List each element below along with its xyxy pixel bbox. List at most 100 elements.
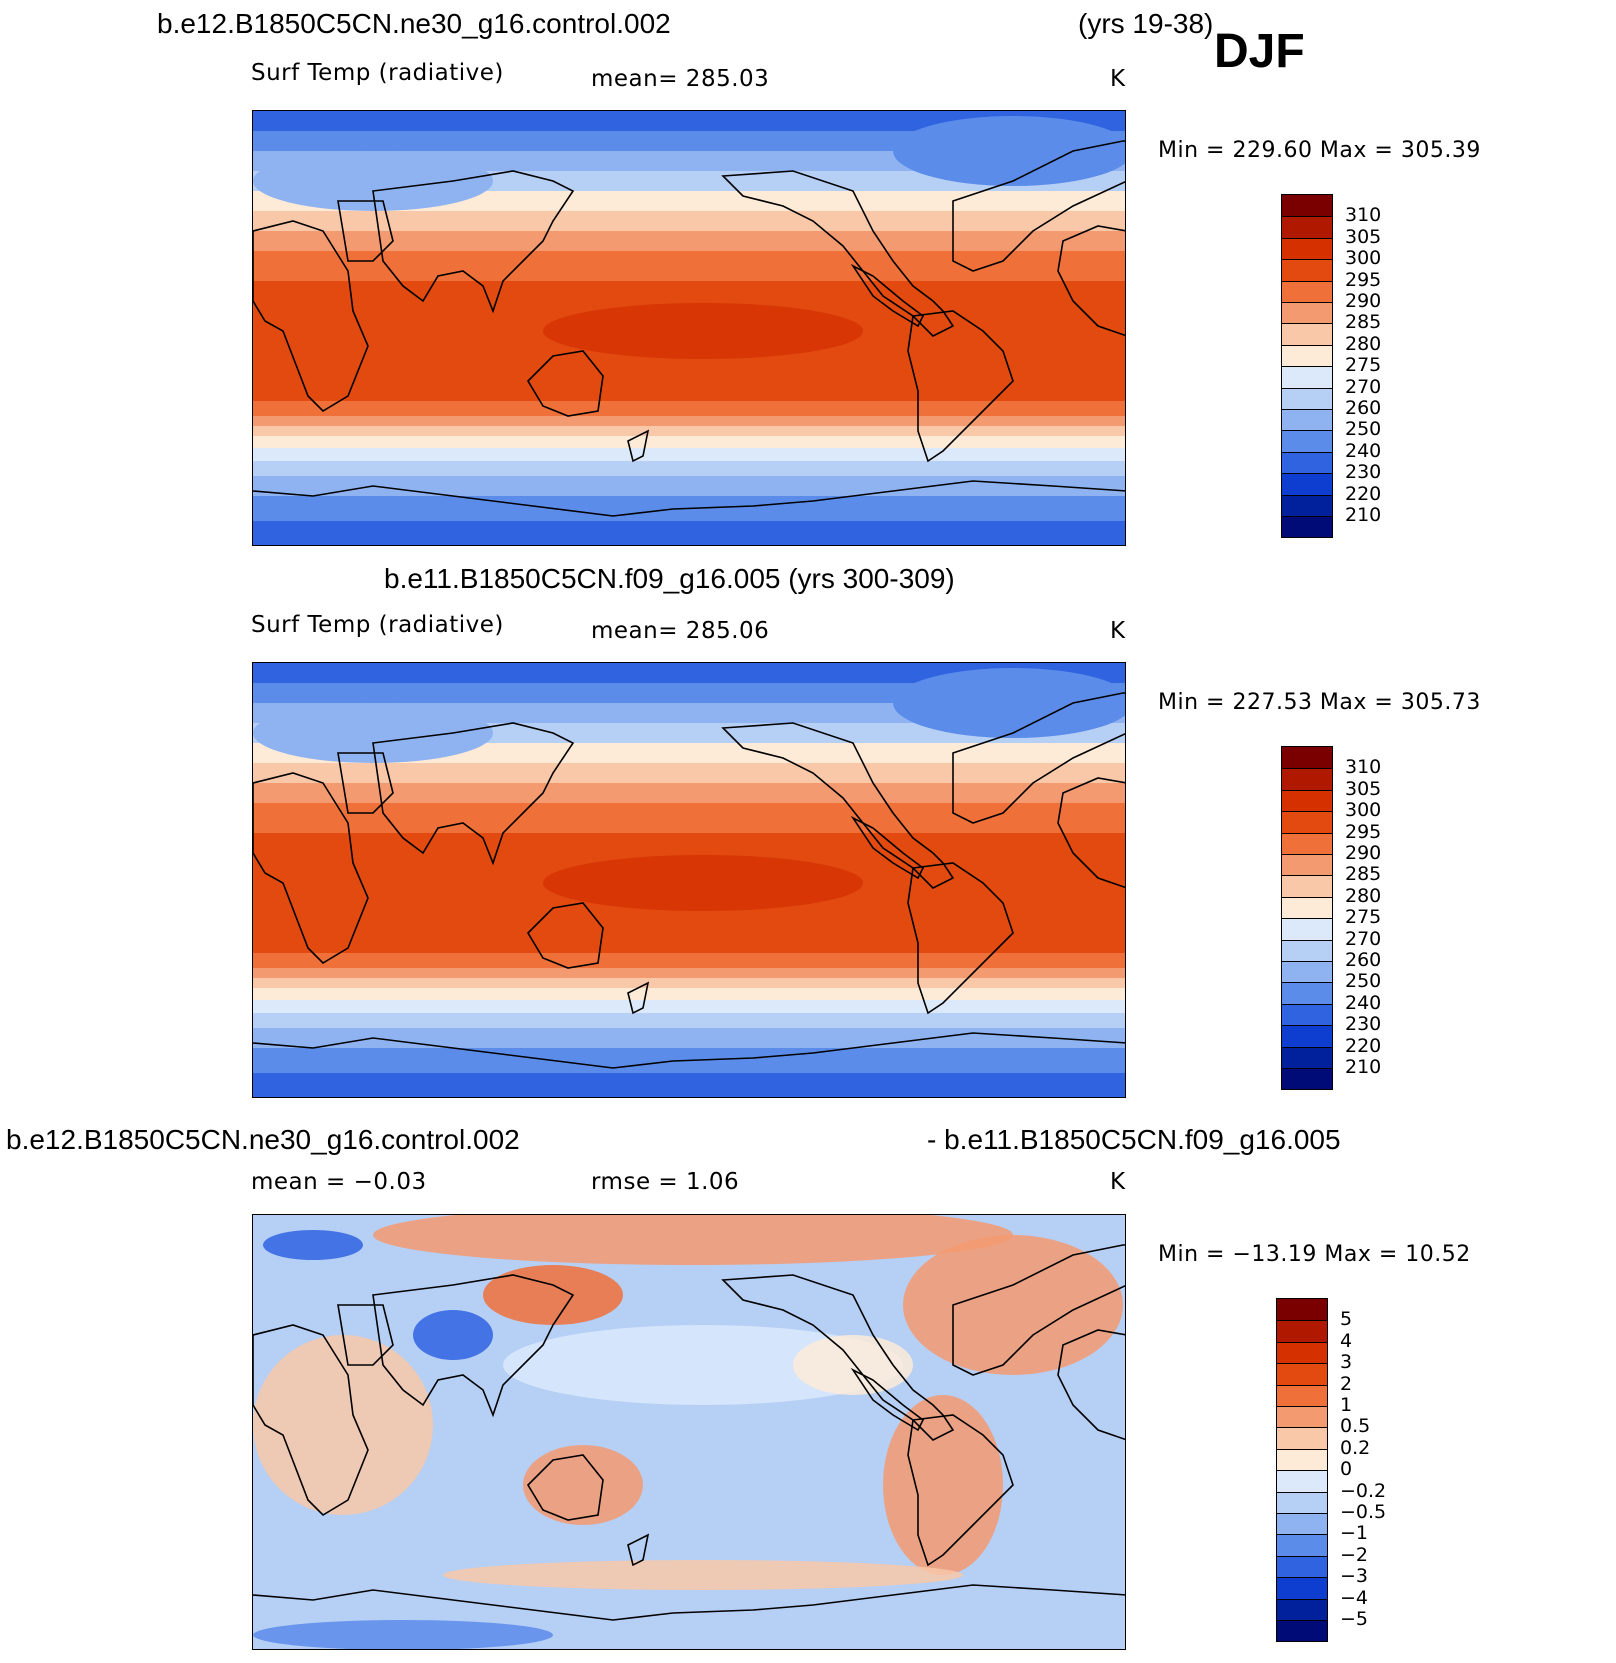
panel1-years: (yrs 19-38) <box>1078 8 1214 39</box>
temperature-band <box>253 803 1125 833</box>
colorbar-swatch <box>1282 832 1332 854</box>
colorbar-swatch <box>1282 1003 1332 1026</box>
colorbar-label: 300 <box>1345 799 1382 822</box>
coastline <box>952 692 1125 824</box>
colorbar-swatch <box>1282 344 1332 367</box>
difference-anomaly <box>253 1620 553 1649</box>
panel2-map-plot <box>253 663 1125 1097</box>
colorbar-swatch <box>1282 1068 1332 1090</box>
colorbar-swatch <box>1282 961 1332 983</box>
cold-region <box>253 703 493 763</box>
panel3-mean: mean = −0.03 <box>251 1169 427 1195</box>
colorbar-swatch <box>1282 494 1332 516</box>
difference-anomaly <box>503 1325 903 1405</box>
temperature-band <box>253 461 1125 476</box>
coastline <box>952 140 1125 272</box>
colorbar-label: 220 <box>1345 1034 1382 1057</box>
colorbar-swatch <box>1282 768 1332 790</box>
colorbar-swatch <box>1277 1448 1327 1471</box>
temperature-band <box>253 211 1125 231</box>
coastline <box>372 722 575 866</box>
temperature-band <box>253 663 1125 683</box>
coastline <box>721 1274 955 1441</box>
difference-anomaly <box>793 1335 913 1395</box>
colorbar-label: 240 <box>1345 991 1382 1014</box>
colorbar-label: −0.5 <box>1340 1501 1387 1523</box>
warm-pool <box>543 303 863 359</box>
coastline <box>907 1414 1014 1567</box>
colorbar-label: 290 <box>1345 842 1382 864</box>
colorbar-label: 260 <box>1345 397 1382 419</box>
coastline <box>253 1032 1125 1069</box>
colorbar-swatch <box>1277 1555 1327 1578</box>
coastline <box>627 981 650 1015</box>
colorbar-swatch <box>1282 302 1332 324</box>
coastline <box>850 1367 925 1432</box>
colorbar-label: −5 <box>1340 1608 1369 1630</box>
temperature-band <box>253 231 1125 251</box>
colorbar-label: 280 <box>1345 332 1382 355</box>
temperature-band <box>253 521 1125 545</box>
colorbar-label: 250 <box>1345 970 1382 993</box>
temperature-band <box>253 1073 1125 1097</box>
cold-region <box>893 116 1125 186</box>
colorbar-swatch <box>1277 1406 1327 1428</box>
panel1-variable: Surf Temp (radiative) <box>251 60 504 86</box>
colorbar-label: 4 <box>1340 1329 1353 1352</box>
colorbar-swatch <box>1282 982 1332 1004</box>
colorbar-swatch <box>1282 195 1332 217</box>
difference-anomaly <box>523 1445 643 1525</box>
colorbar-label: 240 <box>1345 439 1382 462</box>
colorbar-label: 210 <box>1345 504 1382 526</box>
colorbar-swatch <box>1282 1025 1332 1047</box>
colorbar-label: 230 <box>1345 1013 1382 1036</box>
coastline <box>253 772 369 965</box>
panel1-map <box>252 110 1126 546</box>
coastline <box>907 310 1014 463</box>
coastline <box>253 1584 1125 1621</box>
colorbar-swatch <box>1277 1341 1327 1364</box>
colorbar-swatch <box>1282 280 1332 302</box>
panel2-minmax: Min = 227.53 Max = 305.73 <box>1158 690 1481 715</box>
coastline <box>253 480 1125 517</box>
temperature-band <box>253 416 1125 426</box>
colorbar-swatch <box>1282 216 1332 238</box>
panel3-units: K <box>1110 1169 1126 1195</box>
colorbar-label: 3 <box>1340 1351 1353 1374</box>
panel2-title: b.e11.B1850C5CN.f09_g16.005 (yrs 300-309… <box>384 563 955 594</box>
colorbar-swatch <box>1282 789 1332 812</box>
colorbar-label: 305 <box>1345 225 1382 248</box>
colorbar-swatch <box>1282 811 1332 833</box>
temperature-band <box>253 251 1125 281</box>
panel3-rmse: rmse = 1.06 <box>591 1169 740 1195</box>
colorbar-label: 0.2 <box>1340 1436 1371 1459</box>
panel3-minmax: Min = −13.19 Max = 10.52 <box>1158 1242 1471 1267</box>
colorbar-label: 0 <box>1340 1458 1353 1481</box>
coastline <box>526 1454 604 1521</box>
temperature-band <box>253 1028 1125 1048</box>
coastline <box>337 200 394 262</box>
cold-region <box>893 668 1125 738</box>
colorbar-label: 220 <box>1345 482 1382 505</box>
colorbar-swatch <box>1282 259 1332 281</box>
colorbar-label: 295 <box>1345 268 1382 291</box>
colorbar-swatch <box>1282 875 1332 897</box>
temperature-band <box>253 978 1125 988</box>
colorbar-box <box>1281 746 1333 1091</box>
colorbar-label: 300 <box>1345 247 1382 270</box>
coastline <box>337 752 394 814</box>
colorbar-label: 310 <box>1345 204 1382 227</box>
colorbar-label: −3 <box>1340 1565 1369 1588</box>
colorbar-label: 230 <box>1345 461 1382 484</box>
colorbar-label: 2 <box>1340 1372 1353 1395</box>
colorbar-swatch <box>1282 1046 1332 1068</box>
colorbar-swatch <box>1277 1577 1327 1599</box>
colorbar-label: 305 <box>1345 777 1382 800</box>
temperature-band <box>253 968 1125 978</box>
colorbar-label: −0.2 <box>1340 1479 1387 1502</box>
coastline <box>721 722 955 889</box>
colorbar-swatch <box>1282 387 1332 409</box>
temperature-band <box>253 401 1125 416</box>
coastline <box>850 815 925 880</box>
colorbar-swatch <box>1282 747 1332 769</box>
